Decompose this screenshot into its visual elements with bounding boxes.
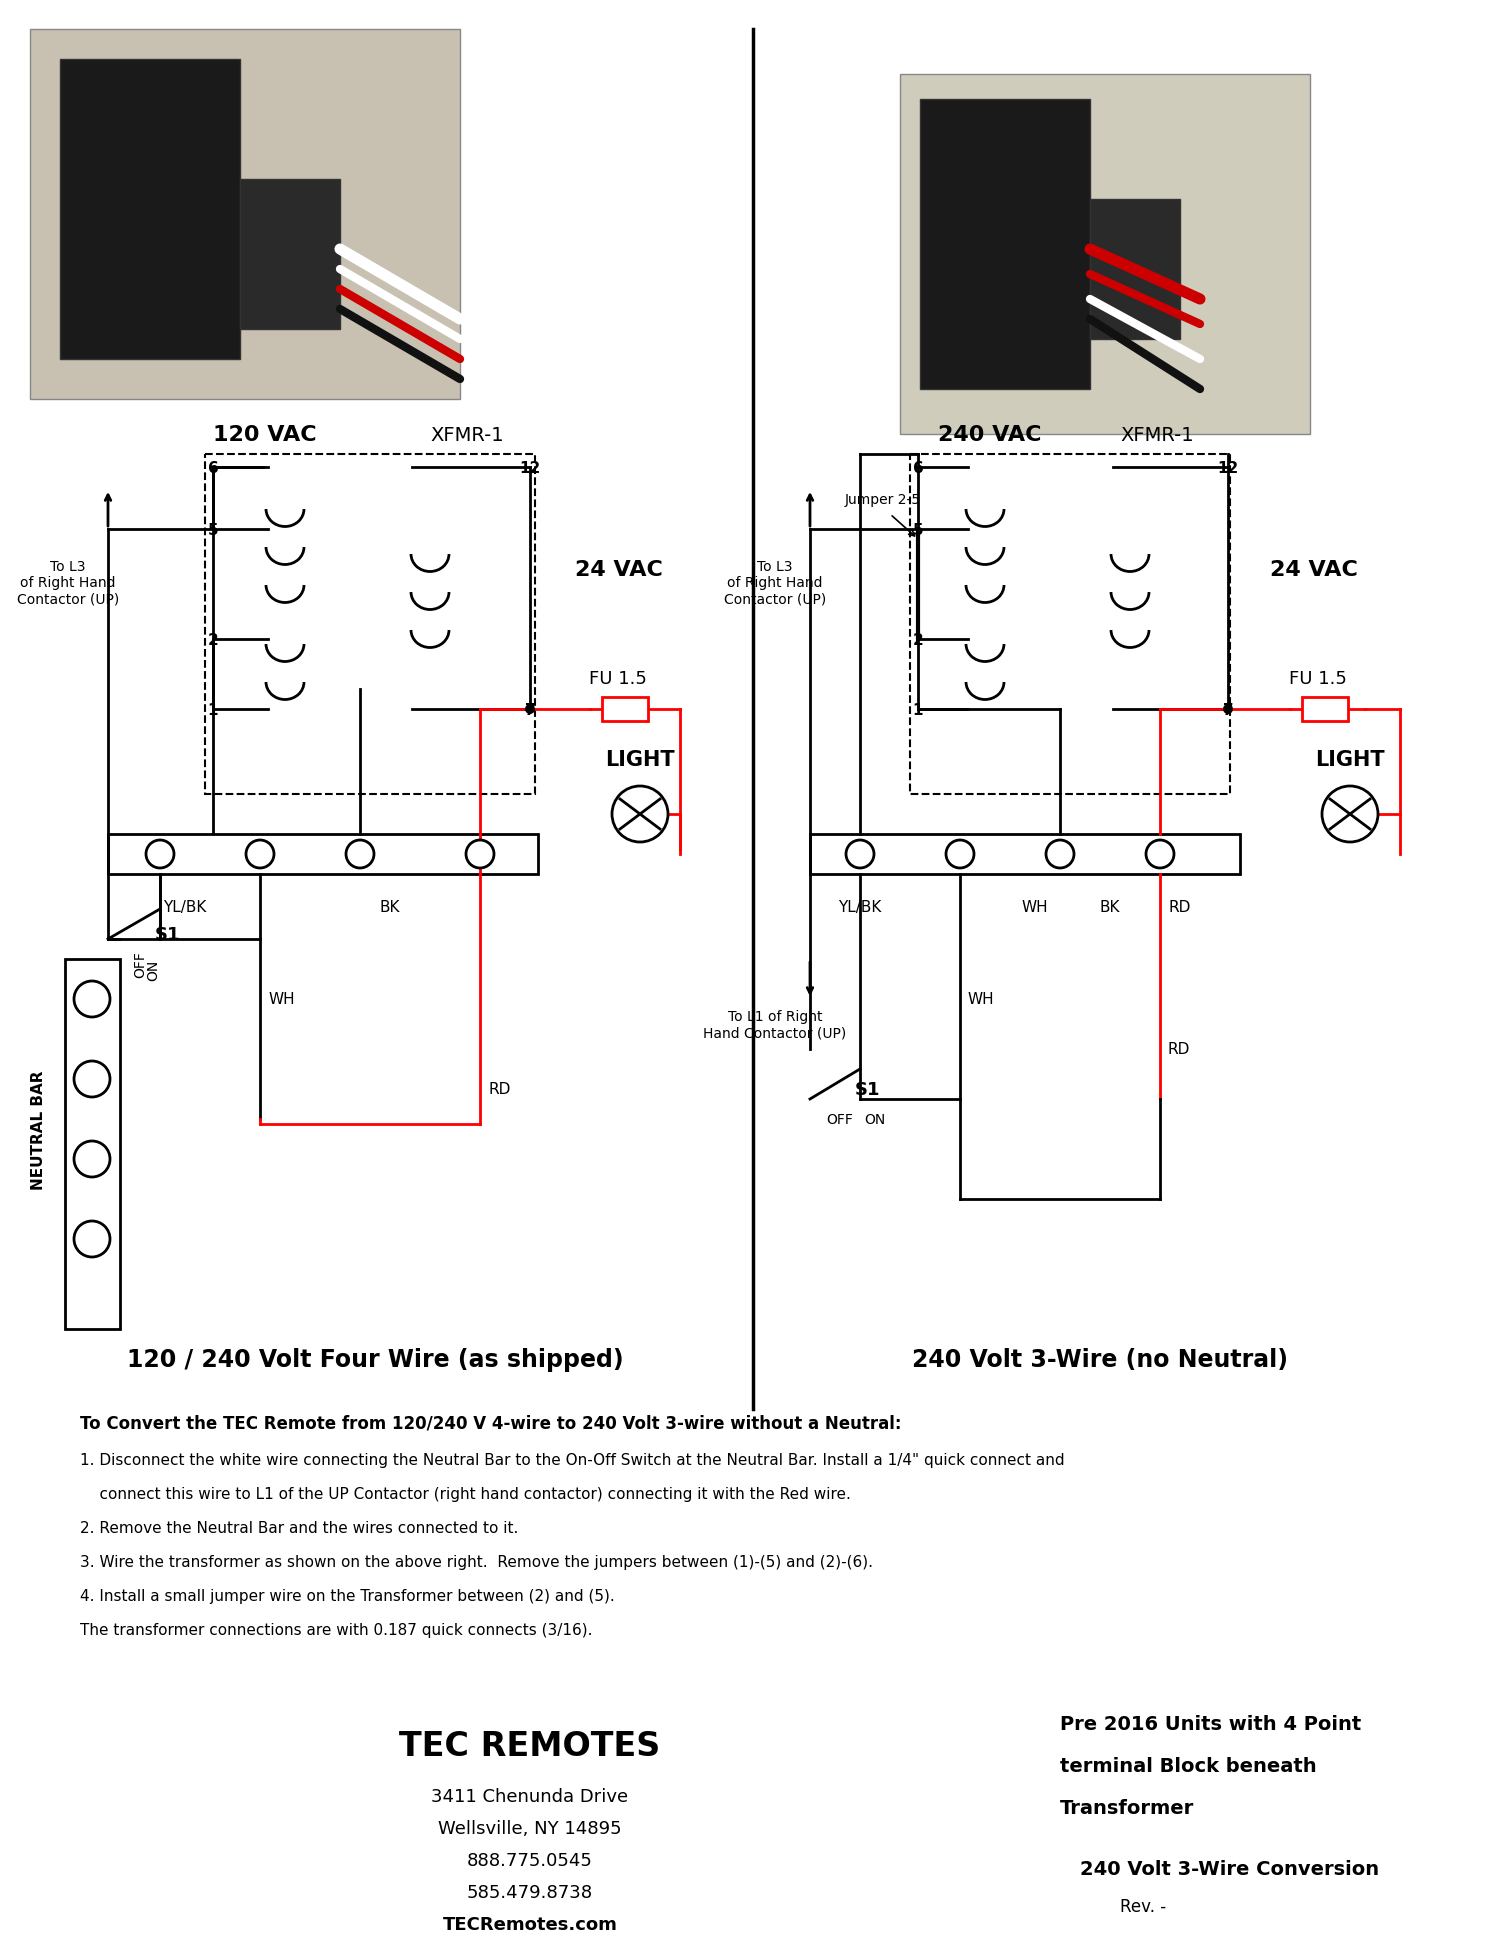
Text: 2: 2 <box>208 633 218 647</box>
Text: To L3
of Right Hand
Contactor (UP): To L3 of Right Hand Contactor (UP) <box>17 559 119 606</box>
Text: LIGHT: LIGHT <box>605 750 675 769</box>
Text: ON: ON <box>146 958 160 980</box>
Bar <box>65 960 120 1329</box>
Bar <box>205 454 535 795</box>
Circle shape <box>74 982 110 1017</box>
Text: BK: BK <box>380 900 401 914</box>
Circle shape <box>245 842 274 869</box>
Circle shape <box>526 705 535 715</box>
Text: 7: 7 <box>1223 701 1233 717</box>
Text: 585.479.8738: 585.479.8738 <box>467 1884 593 1901</box>
Text: NEUTRAL BAR: NEUTRAL BAR <box>30 1069 45 1188</box>
Text: OFF: OFF <box>827 1112 854 1126</box>
Circle shape <box>146 842 175 869</box>
Text: Pre 2016 Units with 4 Point: Pre 2016 Units with 4 Point <box>1060 1714 1361 1734</box>
Text: Wellsville, NY 14895: Wellsville, NY 14895 <box>438 1819 622 1837</box>
Text: WH: WH <box>268 992 295 1007</box>
Text: 3411 Chenunda Drive: 3411 Chenunda Drive <box>431 1786 628 1806</box>
Text: FU 1.5: FU 1.5 <box>589 670 648 688</box>
Text: LIGHT: LIGHT <box>1315 750 1386 769</box>
Text: RD: RD <box>488 1081 511 1097</box>
Circle shape <box>465 842 494 869</box>
Circle shape <box>1047 842 1074 869</box>
Text: Transformer: Transformer <box>1060 1798 1194 1817</box>
Text: 1: 1 <box>913 701 923 717</box>
Bar <box>239 179 340 329</box>
Text: XFMR-1: XFMR-1 <box>431 425 503 444</box>
Text: The transformer connections are with 0.187 quick connects (3/16).: The transformer connections are with 0.1… <box>80 1623 592 1636</box>
Circle shape <box>74 1062 110 1097</box>
Bar <box>60 60 239 360</box>
Text: OFF: OFF <box>133 951 148 978</box>
Circle shape <box>846 842 873 869</box>
Text: connect this wire to L1 of the UP Contactor (right hand contactor) connecting it: connect this wire to L1 of the UP Contac… <box>80 1486 851 1502</box>
Bar <box>901 74 1310 434</box>
Text: 240 Volt 3-Wire Conversion: 240 Volt 3-Wire Conversion <box>1080 1858 1379 1878</box>
Text: 12: 12 <box>520 460 541 475</box>
Text: 3. Wire the transformer as shown on the above right.  Remove the jumpers between: 3. Wire the transformer as shown on the … <box>80 1555 873 1570</box>
Text: 120 / 240 Volt Four Wire (as shipped): 120 / 240 Volt Four Wire (as shipped) <box>127 1348 623 1371</box>
Text: WH: WH <box>968 992 994 1007</box>
Text: 2: 2 <box>913 633 923 647</box>
Bar <box>1303 697 1348 721</box>
Text: XFMR-1: XFMR-1 <box>1120 425 1194 444</box>
Text: ON: ON <box>864 1112 886 1126</box>
Text: To L1 of Right
Hand Contactor (UP): To L1 of Right Hand Contactor (UP) <box>703 1009 846 1040</box>
Text: Rev. -: Rev. - <box>1120 1897 1166 1915</box>
Bar <box>920 99 1090 390</box>
Bar <box>30 29 459 399</box>
Circle shape <box>1223 705 1233 715</box>
Text: YL/BK: YL/BK <box>163 900 206 914</box>
Text: 12: 12 <box>1217 460 1238 475</box>
Bar <box>910 454 1230 795</box>
Text: TEC REMOTES: TEC REMOTES <box>399 1730 661 1763</box>
Circle shape <box>74 1142 110 1177</box>
Circle shape <box>346 842 373 869</box>
Text: RD: RD <box>1169 1042 1190 1058</box>
Text: 240 Volt 3-Wire (no Neutral): 240 Volt 3-Wire (no Neutral) <box>913 1348 1288 1371</box>
Text: 5: 5 <box>913 522 923 538</box>
Bar <box>1090 201 1181 339</box>
Text: 5: 5 <box>208 522 218 538</box>
Text: 2. Remove the Neutral Bar and the wires connected to it.: 2. Remove the Neutral Bar and the wires … <box>80 1519 518 1535</box>
Text: 24 VAC: 24 VAC <box>1270 559 1358 581</box>
Text: YL/BK: YL/BK <box>839 900 881 914</box>
Text: TECRemotes.com: TECRemotes.com <box>443 1915 617 1932</box>
Circle shape <box>74 1221 110 1256</box>
Text: S1: S1 <box>855 1081 881 1099</box>
Text: 6: 6 <box>913 460 923 475</box>
Circle shape <box>611 787 669 843</box>
Text: 7: 7 <box>524 701 535 717</box>
Bar <box>602 697 648 721</box>
Text: RD: RD <box>1169 900 1191 914</box>
Circle shape <box>1322 787 1378 843</box>
Text: Jumper 2-5: Jumper 2-5 <box>845 493 922 506</box>
Bar <box>108 834 538 875</box>
Text: S1: S1 <box>155 925 181 943</box>
Circle shape <box>1146 842 1175 869</box>
Text: 888.775.0545: 888.775.0545 <box>467 1851 593 1868</box>
Text: To L3
of Right Hand
Contactor (UP): To L3 of Right Hand Contactor (UP) <box>724 559 827 606</box>
Text: BK: BK <box>1099 900 1120 914</box>
Text: 120 VAC: 120 VAC <box>214 425 316 444</box>
Text: 1: 1 <box>208 701 218 717</box>
Circle shape <box>946 842 974 869</box>
Bar <box>810 834 1239 875</box>
Text: 4. Install a small jumper wire on the Transformer between (2) and (5).: 4. Install a small jumper wire on the Tr… <box>80 1588 614 1603</box>
Text: 240 VAC: 240 VAC <box>938 425 1042 444</box>
Text: 6: 6 <box>208 460 218 475</box>
Text: terminal Block beneath: terminal Block beneath <box>1060 1755 1316 1775</box>
Text: WH: WH <box>1021 900 1048 914</box>
Text: To Convert the TEC Remote from 120/240 V 4-wire to 240 Volt 3-wire without a Neu: To Convert the TEC Remote from 120/240 V… <box>80 1414 902 1432</box>
Text: FU 1.5: FU 1.5 <box>1289 670 1346 688</box>
Text: 24 VAC: 24 VAC <box>575 559 663 581</box>
Text: 1. Disconnect the white wire connecting the Neutral Bar to the On-Off Switch at : 1. Disconnect the white wire connecting … <box>80 1453 1065 1467</box>
